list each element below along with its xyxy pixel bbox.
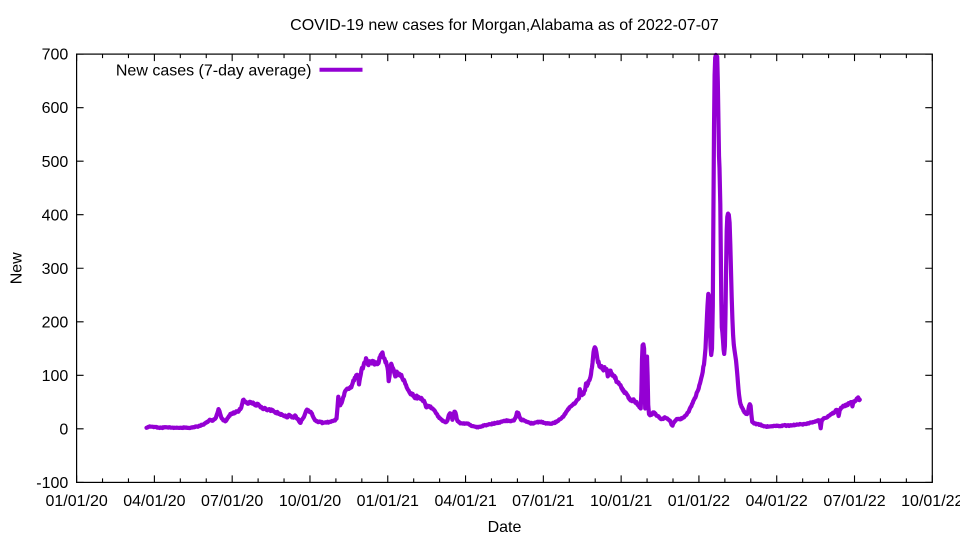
svg-text:400: 400 [42,207,69,224]
svg-text:Date: Date [488,519,522,536]
svg-text:04/01/21: 04/01/21 [434,493,496,510]
svg-text:10/01/22: 10/01/22 [901,493,960,510]
svg-text:COVID-19 new cases for Morgan,: COVID-19 new cases for Morgan,Alabama as… [290,17,719,34]
svg-text:New: New [9,252,26,284]
svg-text:04/01/22: 04/01/22 [746,493,808,510]
svg-text:600: 600 [42,100,69,117]
svg-text:500: 500 [42,154,69,171]
svg-text:01/01/20: 01/01/20 [45,493,107,510]
svg-text:300: 300 [42,261,69,278]
svg-text:07/01/22: 07/01/22 [823,493,885,510]
svg-text:700: 700 [42,47,69,64]
svg-text:04/01/20: 04/01/20 [123,493,185,510]
svg-text:0: 0 [59,422,68,439]
svg-text:07/01/20: 07/01/20 [201,493,263,510]
svg-text:01/01/22: 01/01/22 [668,493,730,510]
svg-text:200: 200 [42,314,69,331]
svg-text:01/01/21: 01/01/21 [357,493,419,510]
svg-text:100: 100 [42,368,69,385]
svg-text:New cases (7-day average): New cases (7-day average) [116,62,312,79]
svg-text:10/01/20: 10/01/20 [279,493,341,510]
svg-text:10/01/21: 10/01/21 [590,493,652,510]
svg-text:07/01/21: 07/01/21 [512,493,574,510]
svg-text:-100: -100 [36,475,68,492]
